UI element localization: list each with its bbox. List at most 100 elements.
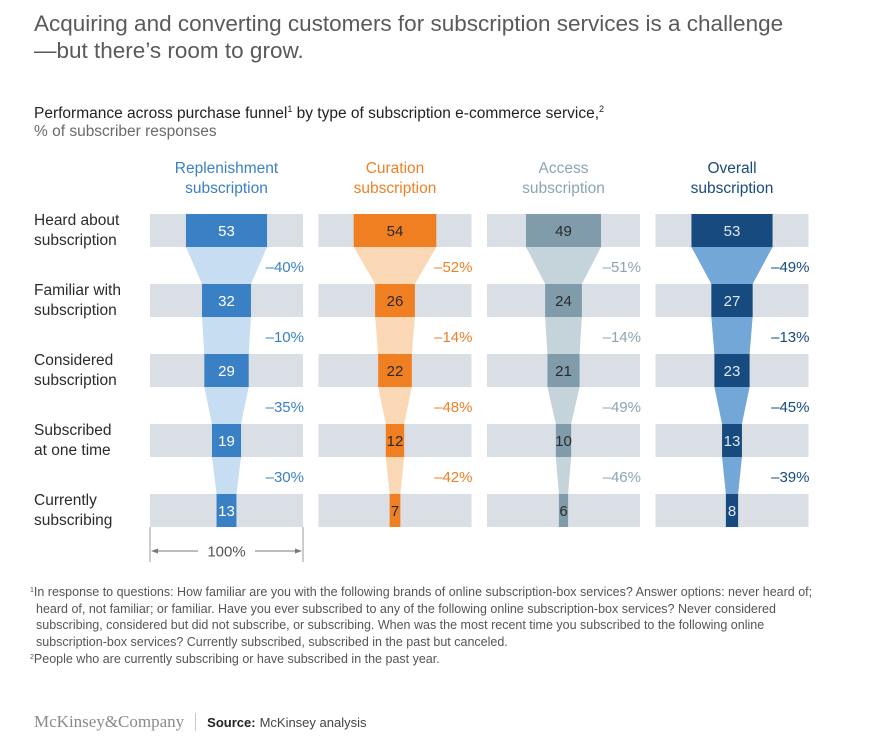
funnel-bar bbox=[202, 284, 251, 317]
series-title: Curation bbox=[366, 160, 425, 177]
bar-value-label: 54 bbox=[387, 223, 404, 240]
funnel-bar bbox=[711, 284, 753, 317]
footer: McKinsey&Company Source: McKinsey analys… bbox=[34, 712, 367, 732]
footnote-ref-2: 2 bbox=[599, 104, 605, 114]
category-label: Subscribed at one time bbox=[34, 422, 112, 459]
funnel-connector bbox=[185, 247, 268, 284]
funnel-bar bbox=[389, 494, 401, 527]
source-label: Source: bbox=[207, 714, 256, 730]
dropoff-label: –30% bbox=[266, 469, 304, 486]
funnel-bar bbox=[722, 424, 742, 457]
bar-value-label: 32 bbox=[218, 293, 235, 310]
dropoff-label: –49% bbox=[603, 399, 641, 416]
funnel-connector bbox=[204, 387, 249, 424]
footnote-2-marker: 2 bbox=[30, 653, 34, 661]
bar-value-label: 27 bbox=[724, 293, 741, 310]
bar-value-label: 22 bbox=[387, 363, 404, 380]
category-label: Currently subscribing bbox=[34, 492, 112, 529]
category-label-line: Heard about bbox=[34, 212, 120, 229]
series-panel-curation-subscription: Curation subscription 54 26 22 12 7 –52% –14% –48… bbox=[318, 160, 473, 527]
series-panel-access-subscription: Access subscription 49 24 21 10 6 –51% –14% –49% –… bbox=[487, 160, 641, 527]
category-label-line: Currently bbox=[34, 492, 97, 509]
bar-value-label: 19 bbox=[218, 433, 235, 450]
category-label-line: at one time bbox=[34, 442, 111, 459]
footnote-2: 2People who are currently subscribing or… bbox=[30, 651, 820, 668]
funnel-connector bbox=[714, 387, 750, 424]
scale-arrow-left-icon bbox=[151, 548, 158, 554]
category-label-line: subscribing bbox=[34, 512, 112, 529]
bar-value-label: 26 bbox=[387, 293, 404, 310]
category-label-line: subscription bbox=[34, 302, 117, 319]
dropoff-label: –40% bbox=[266, 259, 304, 276]
dropoff-label: –10% bbox=[266, 329, 304, 346]
chart-units: % of subscriber responses bbox=[34, 123, 217, 140]
category-label: Familiar with subscription bbox=[34, 282, 121, 319]
bar-value-label: 13 bbox=[218, 503, 235, 520]
funnel-bar bbox=[526, 214, 601, 247]
dropoff-label: –35% bbox=[266, 399, 304, 416]
funnel-bar bbox=[691, 214, 773, 247]
headline: Acquiring and converting customers for s… bbox=[34, 11, 784, 63]
funnel-bar bbox=[211, 424, 242, 457]
mckinsey-logo: McKinsey&Company bbox=[34, 712, 185, 731]
funnel-connector bbox=[555, 457, 572, 494]
funnel-bar bbox=[378, 354, 412, 387]
scale-arrow-right-icon bbox=[295, 548, 302, 554]
dropoff-label: –48% bbox=[434, 399, 472, 416]
category-label-line: subscription bbox=[34, 232, 117, 249]
bar-value-label: 23 bbox=[724, 363, 741, 380]
funnel-connector bbox=[202, 317, 251, 354]
funnel-connector bbox=[378, 387, 412, 424]
dropoff-label: –52% bbox=[434, 259, 472, 276]
series-title: subscription bbox=[185, 180, 268, 197]
dropoff-label: –14% bbox=[603, 329, 641, 346]
category-label-line: Considered bbox=[34, 352, 113, 369]
funnel-bar bbox=[385, 424, 405, 457]
footnotes: 1In response to questions: How familiar … bbox=[30, 584, 820, 668]
bar-value-label: 6 bbox=[559, 503, 567, 520]
dropoff-label: –39% bbox=[771, 469, 809, 486]
funnel-connector bbox=[526, 247, 601, 284]
scale-indicator: 100% bbox=[149, 527, 304, 562]
bar-value-label: 21 bbox=[555, 363, 572, 380]
series-title: subscription bbox=[354, 180, 437, 197]
funnel-connector bbox=[353, 247, 437, 284]
dropoff-label: –49% bbox=[771, 259, 809, 276]
funnel-chart: Heard about subscription Familiar with subs… bbox=[34, 160, 810, 562]
dropoff-label: –13% bbox=[771, 329, 809, 346]
source-text: McKinsey analysis bbox=[259, 714, 367, 730]
funnel-bar bbox=[353, 214, 437, 247]
bar-value-label: 53 bbox=[724, 223, 741, 240]
bar-value-label: 29 bbox=[218, 363, 235, 380]
funnel-bar bbox=[714, 354, 750, 387]
dropoff-label: –45% bbox=[771, 399, 809, 416]
bar-value-label: 49 bbox=[555, 223, 572, 240]
funnel-bar bbox=[204, 354, 249, 387]
funnel-bar bbox=[375, 284, 415, 317]
funnel-connector bbox=[711, 317, 753, 354]
funnel-connector bbox=[722, 457, 742, 494]
funnel-connector bbox=[547, 387, 580, 424]
funnel-connector bbox=[385, 457, 405, 494]
category-label-line: Familiar with bbox=[34, 282, 121, 299]
series-panel-replenishment-subscription: Replenishment subscription 53 32 29 19 13 –40% –… bbox=[150, 160, 304, 527]
subtitle-text-b: by type of subscription e-commerce servi… bbox=[292, 105, 599, 123]
footnote-ref-1: 1 bbox=[287, 104, 293, 114]
scale-label: 100% bbox=[207, 544, 245, 561]
chart-subtitle: Performance across purchase funnel1 by t… bbox=[34, 104, 604, 123]
funnel-bar bbox=[545, 284, 582, 317]
footer-divider bbox=[195, 713, 197, 731]
category-label: Considered subscription bbox=[34, 352, 117, 389]
bar-value-label: 7 bbox=[391, 503, 399, 520]
dropoff-label: –14% bbox=[434, 329, 472, 346]
series-panel-overall-subscription: Overall subscription 53 27 23 13 8 –49% –13% –45%… bbox=[655, 160, 810, 527]
funnel-bar bbox=[216, 494, 237, 527]
category-label-line: subscription bbox=[34, 372, 117, 389]
bar-value-label: 13 bbox=[724, 433, 741, 450]
subtitle-text-a: Performance across purchase funnel bbox=[34, 105, 288, 123]
bar-value-label: 12 bbox=[387, 433, 404, 450]
bar-value-label: 24 bbox=[555, 293, 572, 310]
funnel-connector bbox=[545, 317, 582, 354]
dropoff-label: –46% bbox=[603, 469, 641, 486]
funnel-bar bbox=[555, 424, 572, 457]
